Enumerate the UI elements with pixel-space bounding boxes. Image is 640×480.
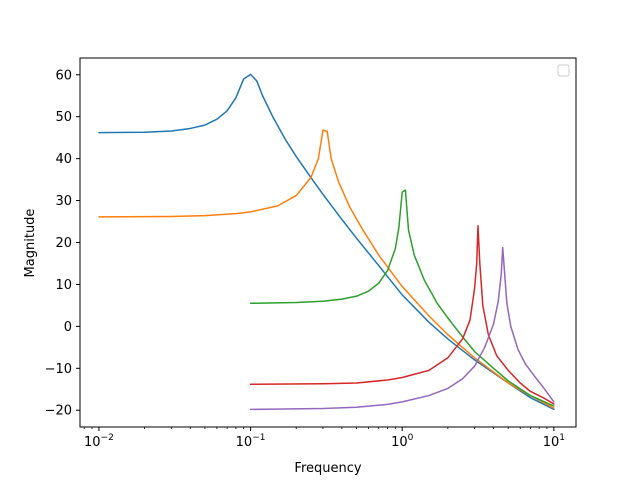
series-line-4 [249, 224, 555, 405]
series-line-2 [98, 129, 555, 409]
legend-box [557, 64, 570, 77]
x-tick-label-3: 100 [391, 433, 414, 450]
series-line-3 [249, 189, 555, 407]
series-line-5 [249, 246, 555, 411]
y-tick-label-2: 50 [55, 110, 72, 125]
y-tick-label-7: 0 [64, 320, 72, 335]
x-tick-label-1: 10−2 [84, 433, 114, 450]
y-tick-label-1: 60 [55, 68, 72, 83]
series-line-1 [98, 73, 555, 411]
y-tick-label-4: 30 [55, 194, 72, 209]
x-axis-label: Frequency [294, 461, 361, 476]
y-tick-label-3: 40 [55, 152, 72, 167]
y-tick-label-8: −10 [45, 362, 72, 377]
series-layer [98, 73, 555, 411]
y-axis-label: Magnitude [23, 209, 38, 278]
y-tick-label-6: 10 [55, 278, 72, 293]
x-tick-label-2: 10−1 [236, 433, 266, 450]
y-tick-label-5: 20 [55, 236, 72, 251]
y-tick-label-9: −20 [45, 404, 72, 419]
x-tick-label-4: 101 [543, 433, 565, 450]
